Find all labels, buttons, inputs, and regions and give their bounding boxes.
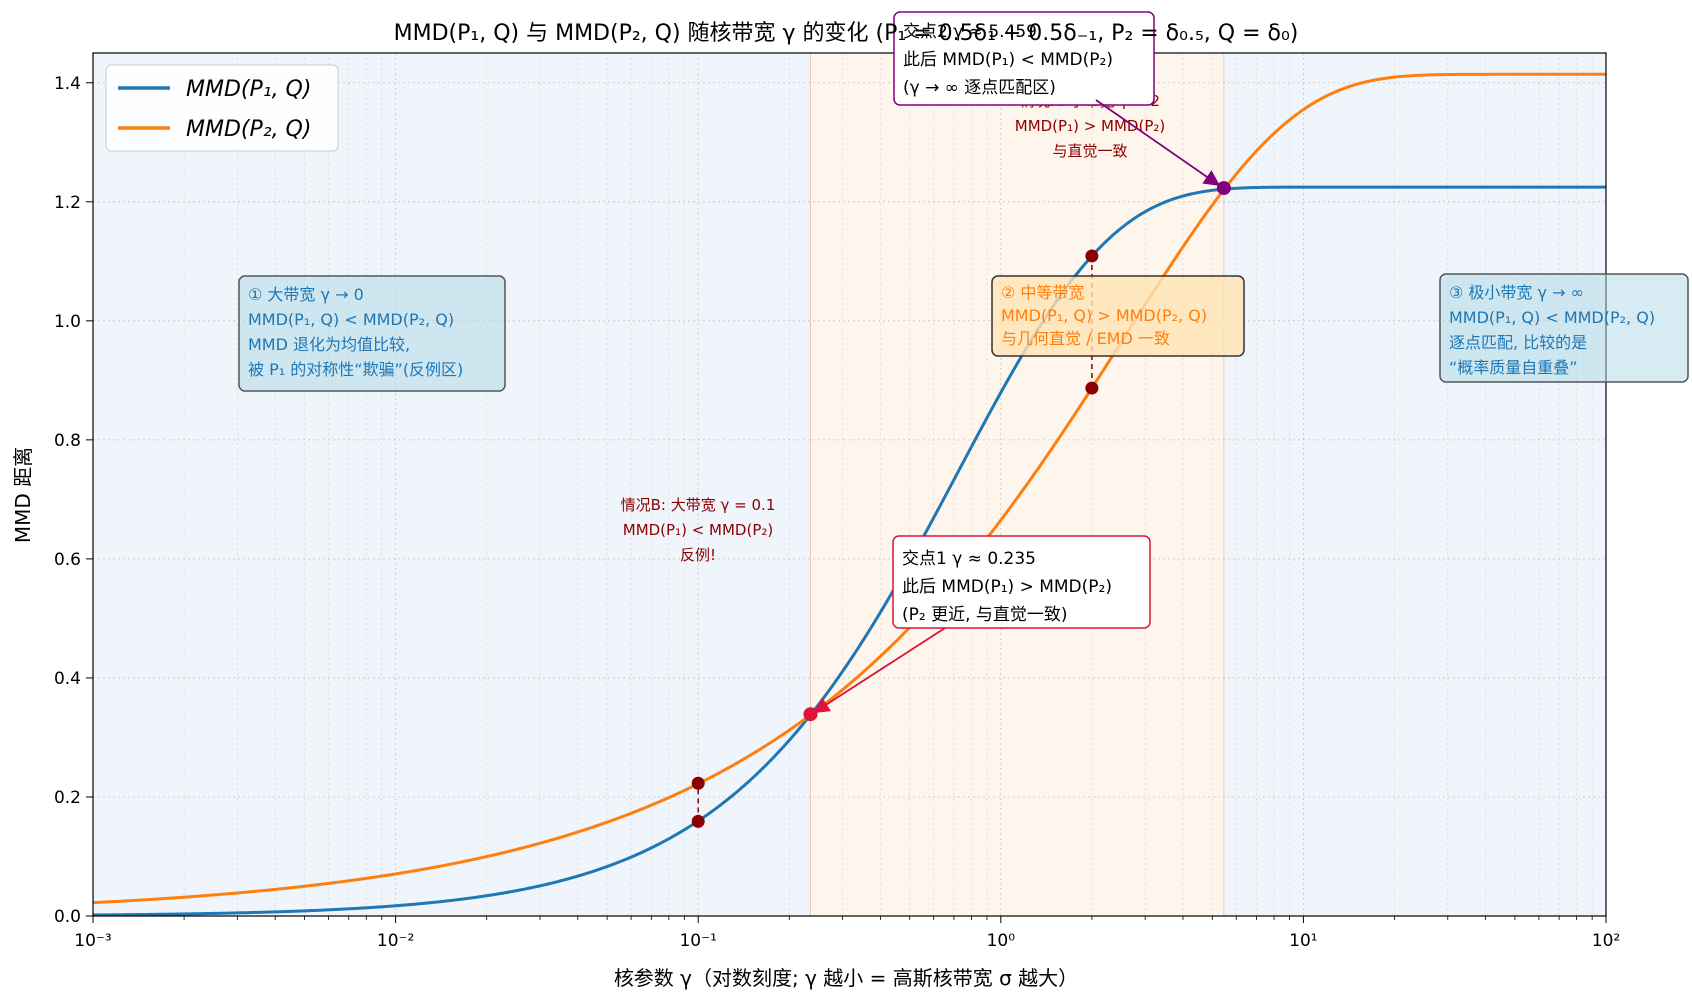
- region2-annotation-box: [991, 275, 1245, 357]
- region-band-3: [1223, 53, 1606, 916]
- cross1-annotation-line-2: 此后 MMD(P₁) > MMD(P₂): [902, 577, 1112, 597]
- region2-annotation-line-3: 与几何直觉 / EMD 一致: [1001, 329, 1170, 348]
- region3-annotation-box: [1439, 273, 1689, 383]
- region1-annotation-line-4: 被 P₁ 的对称性“欺骗”(反例区): [248, 360, 463, 379]
- y-tick-label: 0.0: [54, 907, 81, 927]
- series-line-2: [92, 72, 1606, 905]
- x-axis-label: 核参数 γ（对数刻度; γ 越小 = 高斯核带宽 σ 越大）: [614, 966, 1078, 990]
- region1-annotation-box: [238, 275, 506, 392]
- region1-annotation-line-2: MMD(P₁, Q) < MMD(P₂, Q): [248, 310, 454, 329]
- legend-label-1: MMD(P₁, Q): [186, 77, 311, 102]
- y-tick-label: 1.0: [54, 312, 81, 332]
- curves: [92, 72, 1606, 917]
- cross1-arrow: [813, 627, 946, 714]
- axes-frame: [92, 52, 1607, 917]
- x-tick-label: 10⁻³: [74, 931, 111, 951]
- y-tick-label: 0.4: [54, 669, 81, 689]
- region1-annotation-line-3: MMD 退化为均值比较,: [248, 335, 410, 354]
- region2-annotation: ② 中等带宽 MMD(P₁, Q) > MMD(P₂, Q) 与几何直觉 / EMD…: [991, 275, 1245, 357]
- x-tick-label: 10²: [1592, 931, 1620, 951]
- y-axis-label: MMD 距离: [11, 447, 35, 543]
- cross2-arrow: [1095, 99, 1221, 187]
- cross2-annotation-box: [893, 11, 1155, 106]
- legend-label-2: MMD(P₂, Q): [186, 117, 311, 142]
- cross1-annotation-line-1: 交点1 γ ≈ 0.235: [902, 549, 1036, 569]
- x-tick-label: 10¹: [1289, 931, 1317, 951]
- cross2-annotation-line-3: (γ → ∞ 逐点匹配区): [903, 78, 1056, 98]
- grid: [92, 53, 1607, 917]
- case-point-p2: [1085, 381, 1099, 395]
- cross2-annotation-line-2: 此后 MMD(P₁) < MMD(P₂): [903, 50, 1113, 70]
- region2-annotation-line-1: ② 中等带宽: [1001, 283, 1084, 302]
- region1-annotation-line-1: ① 大带宽 γ → 0: [248, 285, 364, 304]
- caseB-line-2: MMD(P₁) < MMD(P₂): [623, 521, 774, 539]
- y-tick-label: 1.2: [54, 193, 81, 213]
- caseA-line-3: 与直觉一致: [1052, 142, 1127, 160]
- cross1-annotation: 交点1 γ ≈ 0.235 此后 MMD(P₁) > MMD(P₂) (P₂ 更近,…: [892, 535, 1151, 629]
- series-line-1: [92, 185, 1606, 917]
- case-point-p1: [691, 814, 705, 828]
- y-tick-label: 1.4: [54, 74, 81, 94]
- region1-annotation: ① 大带宽 γ → 0 MMD(P₁, Q) < MMD(P₂, Q) MMD 退化…: [238, 275, 506, 392]
- crossing-point-1: [803, 707, 818, 722]
- y-tick-label: 0.2: [54, 788, 81, 808]
- region3-annotation: ③ 极小带宽 γ → ∞ MMD(P₁, Q) < MMD(P₂, Q) 逐点匹配,…: [1439, 273, 1689, 383]
- caseB-line-1: 情况B: 大带宽 γ = 0.1: [621, 496, 776, 514]
- axes: 10⁻³ 10⁻² 10⁻¹ 10⁰ 10¹ 10² 0.0 0.2 0.4 0.6 0.8 1.0 1…: [54, 52, 1620, 951]
- region3-annotation-line-2: MMD(P₁, Q) < MMD(P₂, Q): [1449, 308, 1655, 327]
- region2-annotation-line-2: MMD(P₁, Q) > MMD(P₂, Q): [1001, 306, 1207, 325]
- y-tick-label: 0.6: [54, 550, 81, 570]
- cross1-annotation-line-3: (P₂ 更近, 与直觉一致): [902, 605, 1068, 625]
- shaded-regions: [93, 53, 1606, 916]
- x-tick-label: 10⁰: [987, 931, 1016, 951]
- annotations: MMD(P₁, Q) MMD(P₂, Q) ① 大带宽 γ → 0 MMD(P₁, Q…: [105, 11, 1689, 714]
- chart-title: MMD(P₁, Q) 与 MMD(P₂, Q) 随核带宽 γ 的变化 (P₁ =…: [394, 21, 1299, 46]
- case-point-p2: [691, 776, 705, 790]
- cross1-annotation-box: [892, 535, 1151, 629]
- y-tick-label: 0.8: [54, 431, 81, 451]
- cross2-annotation: 交点2 γ ≈ 5.459 此后 MMD(P₁) < MMD(P₂) (γ → ∞ …: [893, 11, 1155, 106]
- region3-annotation-line-1: ③ 极小带宽 γ → ∞: [1449, 283, 1584, 302]
- region3-annotation-line-3: 逐点匹配, 比较的是: [1449, 333, 1587, 352]
- region3-annotation-line-4: “概率质量自重叠”: [1449, 358, 1578, 377]
- cross2-annotation-line-1: 交点2 γ ≈ 5.459: [903, 22, 1037, 42]
- crossing-point-2: [1216, 181, 1231, 196]
- region-band-1: [93, 53, 811, 916]
- caseB-line-3: 反例!: [680, 546, 716, 564]
- legend: MMD(P₁, Q) MMD(P₂, Q): [105, 64, 339, 152]
- region-band-2: [810, 53, 1224, 916]
- case-point-p1: [1085, 249, 1099, 263]
- x-tick-label: 10⁻²: [377, 931, 414, 951]
- x-tick-label: 10⁻¹: [679, 931, 716, 951]
- plot-area: [93, 53, 1606, 916]
